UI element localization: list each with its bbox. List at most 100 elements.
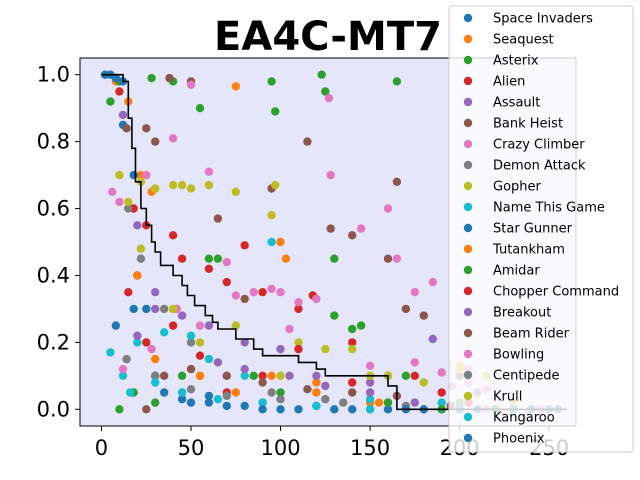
point-name-this-game-5 <box>204 354 214 364</box>
legend-label: Kangaroo <box>493 411 555 426</box>
legend-label: Name This Game <box>493 201 605 216</box>
legend-marker <box>463 433 473 443</box>
legend-marker <box>463 34 473 44</box>
point-assault-0 <box>118 110 128 120</box>
legend-marker <box>463 391 473 401</box>
point-asterix-10 <box>204 254 214 263</box>
point-tutankham-3 <box>231 388 240 397</box>
point-crazy-climber-5 <box>204 167 214 176</box>
point-assault-9 <box>428 334 437 344</box>
point-bank-heist-1 <box>142 124 151 133</box>
legend-marker <box>463 139 473 149</box>
point-breakout-5 <box>285 371 294 380</box>
point-bank-heist-13 <box>401 304 411 314</box>
point-breakout-7 <box>365 388 375 397</box>
point-phoenix-5 <box>160 388 169 397</box>
point-crazy-climber-10 <box>324 93 334 103</box>
point-alien-4 <box>177 254 187 263</box>
point-breakout-1 <box>151 304 160 314</box>
point-bowling-1 <box>147 344 156 354</box>
point-beam-rider-5 <box>303 385 312 394</box>
point-chopper-command-6 <box>294 344 303 354</box>
point-crazy-climber-2 <box>142 170 151 180</box>
point-bank-heist-6 <box>240 294 249 304</box>
point-alien-0 <box>115 87 124 96</box>
legend-label: Space Invaders <box>493 12 593 27</box>
point-seaquest-8 <box>312 378 321 387</box>
point-assault-1 <box>133 221 142 230</box>
point-beam-rider-0 <box>142 405 151 414</box>
point-gopher-9 <box>267 211 276 220</box>
point-alien-9 <box>294 304 303 314</box>
point-star-gunner-1 <box>129 304 138 314</box>
point-beam-rider-3 <box>222 371 231 380</box>
legend-label: Breakout <box>493 306 551 321</box>
point-demon-attack-0 <box>124 204 133 213</box>
point-crazy-climber-15 <box>410 288 419 297</box>
legend-marker <box>463 76 473 86</box>
point-breakout-2 <box>177 311 187 320</box>
point-star-gunner-0 <box>111 321 121 330</box>
point-space-invaders-11 <box>383 405 393 414</box>
point-bank-heist-14 <box>419 311 428 320</box>
legend-label: Chopper Command <box>493 285 619 300</box>
legend-marker <box>463 307 473 317</box>
point-demon-attack-6 <box>321 395 330 404</box>
point-space-invaders-8 <box>240 401 249 411</box>
point-name-this-game-7 <box>267 237 276 247</box>
point-amidar-0 <box>115 405 124 414</box>
point-bowling-10 <box>437 368 446 377</box>
legend-marker <box>463 202 473 212</box>
point-demon-attack-2 <box>160 304 169 314</box>
legend-label: Bowling <box>493 348 544 363</box>
point-alien-8 <box>258 288 267 297</box>
point-bowling-6 <box>285 324 294 334</box>
y-tick-label: 0.0 <box>37 397 70 421</box>
point-bank-heist-0 <box>122 124 131 133</box>
point-assault-6 <box>276 344 285 354</box>
point-amidar-7 <box>330 254 339 263</box>
point-chopper-command-3 <box>195 351 205 360</box>
point-name-this-game-4 <box>186 331 196 340</box>
legend-marker <box>463 181 473 191</box>
legend-marker <box>463 13 473 23</box>
point-gopher-6 <box>186 184 196 193</box>
legend-label: Alien <box>493 75 525 90</box>
legend-marker <box>463 244 473 254</box>
point-crazy-climber-1 <box>115 197 124 207</box>
point-asterix-6 <box>271 107 280 116</box>
point-asterix-11 <box>330 311 339 320</box>
point-phoenix-8 <box>258 405 267 414</box>
point-name-this-game-1 <box>118 371 128 380</box>
point-amidar-6 <box>276 388 285 397</box>
chart-title: EA4C-MT7 <box>214 14 442 60</box>
point-star-gunner-4 <box>204 391 214 401</box>
point-asterix-5 <box>267 77 276 86</box>
point-tutankham-6 <box>312 388 321 397</box>
point-centipede-3 <box>222 391 231 401</box>
legend-marker <box>463 412 473 422</box>
point-asterix-2 <box>147 73 156 83</box>
point-crazy-climber-12 <box>356 224 366 233</box>
point-phoenix-4 <box>142 304 151 314</box>
point-phoenix-10 <box>348 405 357 414</box>
point-kangaroo-5 <box>312 401 321 411</box>
point-amidar-9 <box>383 398 393 407</box>
point-gopher-10 <box>271 180 280 190</box>
point-crazy-climber-8 <box>276 288 285 297</box>
point-gopher-8 <box>231 187 240 196</box>
point-chopper-command-5 <box>258 371 267 380</box>
x-tick-label: 0 <box>95 436 108 460</box>
point-demon-attack-1 <box>136 254 146 263</box>
point-crazy-climber-4 <box>186 80 196 90</box>
point-tutankham-0 <box>133 271 142 280</box>
point-assault-4 <box>204 321 214 330</box>
point-bank-heist-11 <box>383 254 393 263</box>
point-crazy-climber-9 <box>294 298 303 307</box>
point-crazy-climber-13 <box>383 204 393 213</box>
point-demon-attack-3 <box>186 338 196 347</box>
point-gopher-0 <box>115 170 124 180</box>
point-alien-13 <box>437 388 446 397</box>
point-crazy-climber-16 <box>428 277 437 287</box>
point-beam-rider-6 <box>348 388 357 397</box>
